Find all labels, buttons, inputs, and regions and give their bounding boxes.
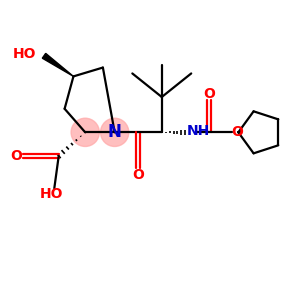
Text: O: O: [10, 149, 22, 163]
Text: O: O: [203, 87, 215, 101]
Text: O: O: [132, 168, 144, 182]
Text: HO: HO: [40, 187, 63, 201]
Text: HO: HO: [13, 47, 37, 61]
Text: N: N: [108, 123, 122, 141]
Text: O: O: [231, 125, 243, 139]
Text: NH: NH: [187, 124, 210, 138]
Polygon shape: [42, 53, 74, 76]
Circle shape: [100, 118, 129, 146]
Circle shape: [71, 118, 99, 146]
